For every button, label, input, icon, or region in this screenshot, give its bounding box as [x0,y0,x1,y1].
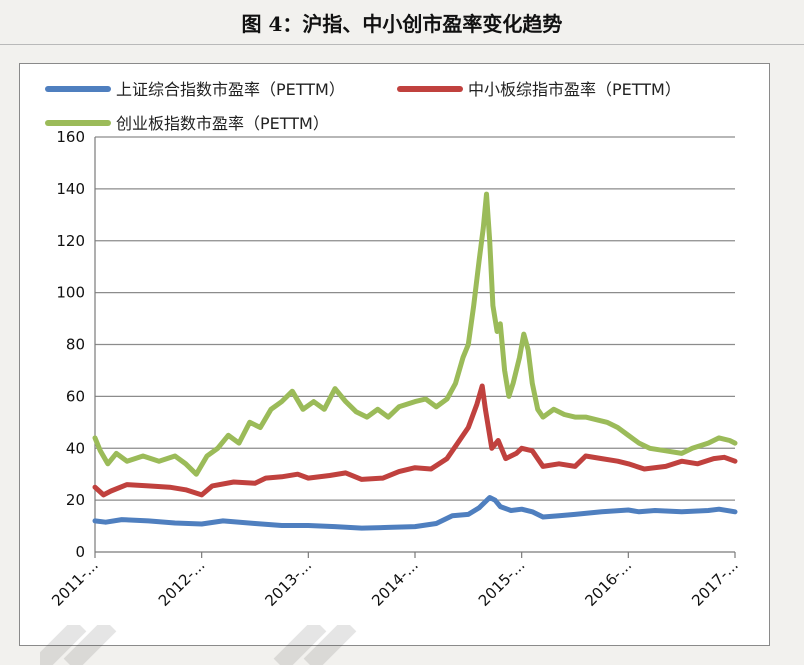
x-tick-label: 2016-... [581,556,635,610]
x-tick-label: 2017-... [688,556,742,610]
x-tick-label: 2011-... [48,556,102,610]
title-divider [0,44,804,45]
chart-title: 图 4：沪指、中小创市盈率变化趋势 [241,11,563,36]
legend-label: 上证综合指数市盈率（PETTM） [116,80,345,99]
legend-label: 创业板指数市盈率（PETTM） [116,114,329,133]
y-tick-label: 80 [66,336,85,354]
y-tick-label: 20 [66,491,85,509]
y-tick-label: 0 [75,543,85,561]
legend-label: 中小板综指市盈率（PETTM） [468,80,681,99]
y-tick-label: 100 [56,284,85,302]
x-axis-ticks: 2011-... 2012-... 2013-... 2014-... 2015-...… [48,552,742,610]
y-tick-label: 60 [66,387,85,405]
x-tick-label: 2014-... [368,556,422,610]
y-axis-ticks: 0 20 40 60 80 100 120 140 160 [56,128,85,561]
series-lines [92,191,738,531]
y-tick-label: 140 [56,180,85,198]
series-line [92,495,738,531]
y-tick-label: 40 [66,439,85,457]
chart-frame [19,63,770,646]
x-tick-label: 2013-... [261,556,315,610]
y-tick-label: 120 [56,232,85,250]
series-line [92,191,738,477]
y-tick-label: 160 [56,128,85,146]
x-tick-label: 2015-... [475,556,529,610]
x-tick-label: 2012-... [155,556,209,610]
series-line [92,383,738,498]
gridlines [95,136,735,501]
legend: 上证综合指数市盈率（PETTM） 中小板综指市盈率（PETTM） 创业板指数市盈率（… [45,80,681,133]
